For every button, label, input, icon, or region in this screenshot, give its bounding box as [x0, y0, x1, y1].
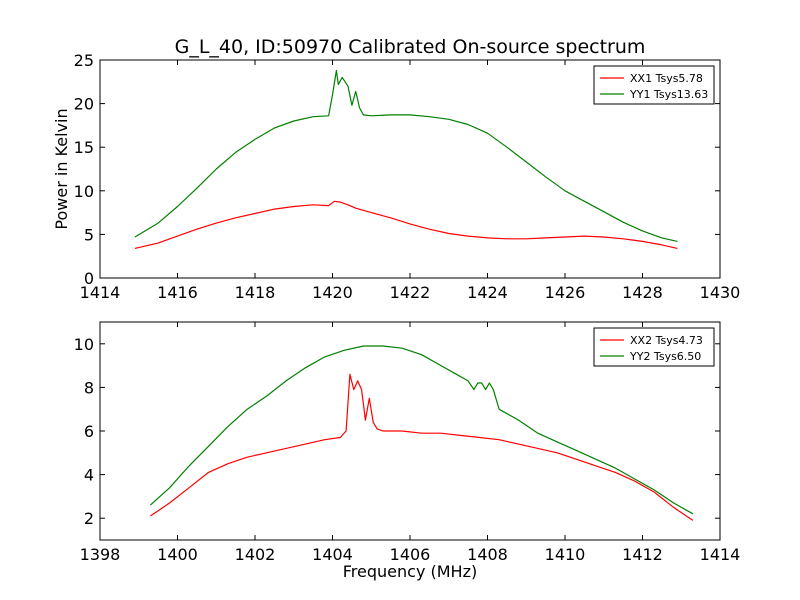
bottom-y-tick-label: 2 [84, 509, 94, 528]
top-y-tick-label: 5 [84, 225, 94, 244]
bottom-y-tick-label: 10 [74, 335, 94, 354]
bottom-x-tick-label: 1410 [545, 545, 586, 564]
bottom-series-line-2 [149, 345, 694, 515]
top-y-tick-label: 0 [84, 269, 94, 288]
top-x-tick-label: 1418 [235, 283, 276, 302]
top-series-line-1 [134, 200, 678, 249]
chart-title: G_L_40, ID:50970 Calibrated On-source sp… [175, 36, 646, 58]
top-y-tick-label: 25 [74, 51, 94, 70]
bottom-panel: 1398 1400 1402 1404 1406 1408 1410 1412 1414 2 4 6 8… [74, 321, 741, 564]
bottom-y-tick-label: 4 [84, 466, 94, 485]
top-x-tick-label: 1428 [622, 283, 663, 302]
bottom-legend-box [593, 327, 715, 367]
top-x-tick-label: 1426 [545, 283, 586, 302]
bottom-y-tick-label: 6 [84, 422, 94, 441]
bottom-legend-label-1: XX2 Tsys4.73 [630, 334, 703, 347]
top-x-tick-label: 1424 [467, 283, 508, 302]
top-y-tick-label: 20 [74, 95, 94, 114]
bottom-y-tick-label: 8 [84, 378, 94, 397]
top-series-line-2 [134, 69, 678, 242]
x-axis-label: Frequency (MHz) [343, 562, 477, 581]
top-legend-box [593, 65, 715, 105]
top-x-tick-label: 1414 [80, 283, 121, 302]
bottom-x-tick-label: 1404 [312, 545, 353, 564]
top-panel: 1414 1416 1418 1420 1422 1424 1426 1428 1430 0 5 10… [74, 51, 741, 302]
bottom-x-tick-label: 1400 [157, 545, 198, 564]
bottom-x-tick-label: 1402 [235, 545, 276, 564]
bottom-x-tick-label: 1412 [622, 545, 663, 564]
top-legend-label-1: XX1 Tsys5.78 [630, 72, 703, 85]
top-y-tick-label: 10 [74, 182, 94, 201]
top-y-tick-label: 15 [74, 138, 94, 157]
y-axis-label: Power in Kelvin [52, 108, 71, 229]
bottom-legend-label-2: YY2 Tsys6.50 [629, 350, 701, 363]
bottom-series-line-1 [150, 373, 694, 521]
top-x-tick-label: 1422 [390, 283, 431, 302]
bottom-legend: XX2 Tsys4.73 YY2 Tsys6.50 [593, 327, 715, 367]
top-x-tick-label: 1430 [700, 283, 741, 302]
bottom-x-tick-label: 1406 [390, 545, 431, 564]
top-legend-label-2: YY1 Tsys13.63 [629, 88, 708, 101]
top-x-tick-label: 1416 [157, 283, 198, 302]
bottom-x-tick-label: 1414 [700, 545, 741, 564]
top-legend: XX1 Tsys5.78 YY1 Tsys13.63 [593, 65, 715, 105]
top-x-tick-label: 1420 [312, 283, 353, 302]
bottom-x-tick-label: 1398 [80, 545, 121, 564]
bottom-x-tick-label: 1408 [467, 545, 508, 564]
